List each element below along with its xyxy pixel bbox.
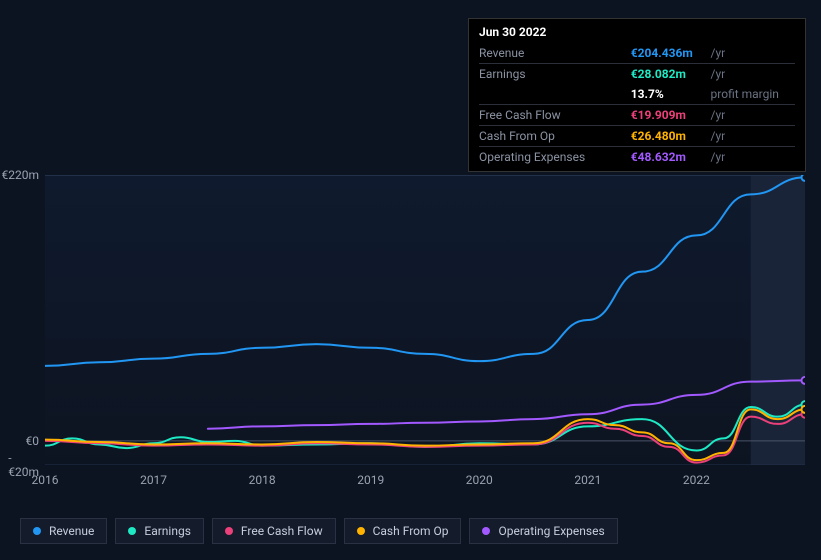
legend-item[interactable]: Revenue xyxy=(20,518,107,544)
y-tick-label: €220m xyxy=(2,168,46,182)
tooltip-row: Revenue€204.436m/yr xyxy=(479,43,795,64)
chart-tooltip: Jun 30 2022 Revenue€204.436m/yrEarnings€… xyxy=(468,18,806,172)
tooltip-row: Earnings€28.082m/yr xyxy=(479,64,795,85)
tooltip-row-unit: /yr xyxy=(707,126,795,147)
tooltip-table: Revenue€204.436m/yrEarnings€28.082m/yr13… xyxy=(479,43,795,167)
legend-item[interactable]: Operating Expenses xyxy=(469,518,617,544)
legend-label: Revenue xyxy=(49,524,94,538)
legend-label: Free Cash Flow xyxy=(241,524,323,538)
chart-plot-area[interactable]: €220m€0-€20m 201620172018201920202021202… xyxy=(45,175,805,465)
tooltip-row-label: Operating Expenses xyxy=(479,147,631,168)
legend-label: Cash From Op xyxy=(373,524,449,538)
tooltip-row-value: €19.909m xyxy=(631,105,707,126)
x-tick-label: 2016 xyxy=(32,465,59,487)
x-tick-label: 2021 xyxy=(574,465,601,487)
tooltip-row: Cash From Op€26.480m/yr xyxy=(479,126,795,147)
legend-label: Earnings xyxy=(144,524,191,538)
legend-dot-icon xyxy=(33,527,41,535)
tooltip-row-label: Cash From Op xyxy=(479,126,631,147)
x-tick-label: 2022 xyxy=(683,465,710,487)
x-tick-label: 2017 xyxy=(140,465,167,487)
legend-item[interactable]: Earnings xyxy=(115,518,204,544)
legend-dot-icon xyxy=(482,527,490,535)
tooltip-date: Jun 30 2022 xyxy=(479,25,795,43)
chart-svg xyxy=(45,175,805,465)
legend-item[interactable]: Cash From Op xyxy=(344,518,462,544)
x-tick-label: 2018 xyxy=(249,465,276,487)
tooltip-row: 13.7%profit margin xyxy=(479,84,795,105)
chart-legend: Revenue Earnings Free Cash Flow Cash From O… xyxy=(20,518,618,544)
legend-dot-icon xyxy=(128,527,136,535)
legend-item[interactable]: Free Cash Flow xyxy=(212,518,336,544)
tooltip-row: Operating Expenses€48.632m/yr xyxy=(479,147,795,168)
tooltip-row-value: €48.632m xyxy=(631,147,707,168)
legend-label: Operating Expenses xyxy=(498,524,604,538)
tooltip-row-value: €204.436m xyxy=(631,43,707,64)
y-tick-label: €0 xyxy=(26,434,46,448)
tooltip-row-label: Earnings xyxy=(479,64,631,85)
tooltip-row-label: Free Cash Flow xyxy=(479,105,631,126)
tooltip-row-unit: /yr xyxy=(707,105,795,126)
x-tick-label: 2020 xyxy=(466,465,493,487)
tooltip-row-label xyxy=(479,84,631,105)
tooltip-row-unit: /yr xyxy=(707,64,795,85)
x-tick-label: 2019 xyxy=(357,465,384,487)
tooltip-row-unit: profit margin xyxy=(707,84,795,105)
legend-dot-icon xyxy=(225,527,233,535)
tooltip-row-value: €26.480m xyxy=(631,126,707,147)
tooltip-row-unit: /yr xyxy=(707,43,795,64)
tooltip-row-label: Revenue xyxy=(479,43,631,64)
tooltip-row-value: €28.082m xyxy=(631,64,707,85)
legend-dot-icon xyxy=(357,527,365,535)
tooltip-row: Free Cash Flow€19.909m/yr xyxy=(479,105,795,126)
tooltip-row-value: 13.7% xyxy=(631,84,707,105)
tooltip-row-unit: /yr xyxy=(707,147,795,168)
